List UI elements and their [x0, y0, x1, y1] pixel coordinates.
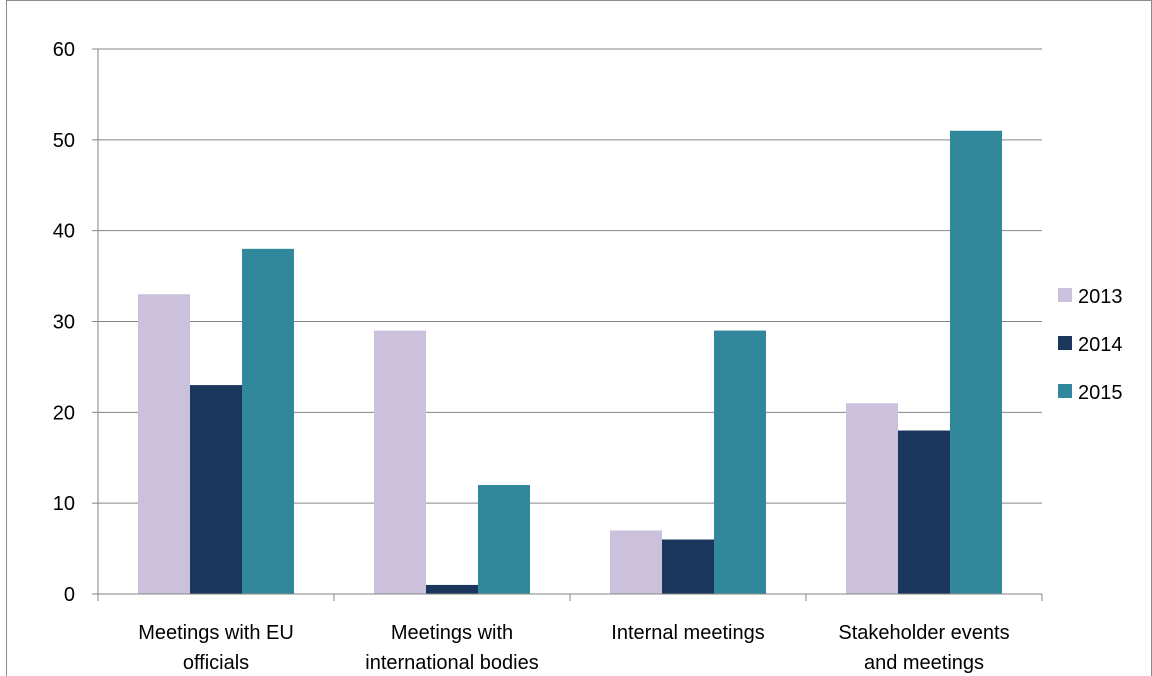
- bars: [138, 130, 1002, 595]
- legend-swatch-2013: [1058, 288, 1072, 302]
- bar-2015-2: [714, 330, 766, 594]
- bar-2015-0: [242, 248, 294, 595]
- x-category-label: international bodies: [365, 652, 538, 674]
- y-axis-ticks: 0 10 20 30 40 50 60: [53, 39, 98, 606]
- x-category-label: Stakeholder events: [838, 622, 1009, 644]
- legend-label-2015: 2015: [1078, 382, 1123, 404]
- y-tick-label: 10: [53, 493, 75, 515]
- x-category-label: Meetings with EU: [138, 622, 294, 644]
- legend-label-2013: 2013: [1078, 286, 1123, 308]
- y-tick-label: 50: [53, 130, 75, 152]
- y-tick-label: 0: [64, 584, 75, 606]
- x-category-label: Internal meetings: [611, 622, 764, 644]
- legend-label-2014: 2014: [1078, 334, 1123, 356]
- x-category-label: and meetings: [864, 652, 984, 674]
- bar-2015-3: [950, 130, 1002, 594]
- y-tick-label: 30: [53, 312, 75, 334]
- legend-swatch-2014: [1058, 336, 1072, 350]
- bar-2013-2: [610, 530, 662, 594]
- bar-2013-1: [374, 330, 426, 594]
- y-tick-label: 40: [53, 221, 75, 243]
- bar-2013-0: [138, 294, 190, 594]
- bar-2013-3: [846, 403, 898, 594]
- legend-swatch-2015: [1058, 384, 1072, 398]
- bar-2014-1: [426, 584, 478, 594]
- y-tick-label: 60: [53, 39, 75, 61]
- x-category-label: Meetings with: [391, 622, 513, 644]
- legend: 2013 2014 2015: [1058, 286, 1123, 404]
- bar-2014-3: [898, 430, 950, 594]
- x-axis-labels: Meetings with EU officials Meetings with in…: [138, 622, 1009, 674]
- x-category-label: officials: [183, 652, 249, 674]
- bar-2014-2: [662, 539, 714, 594]
- bar-2014-0: [190, 385, 242, 594]
- bar-2015-1: [478, 485, 530, 594]
- y-tick-label: 20: [53, 402, 75, 424]
